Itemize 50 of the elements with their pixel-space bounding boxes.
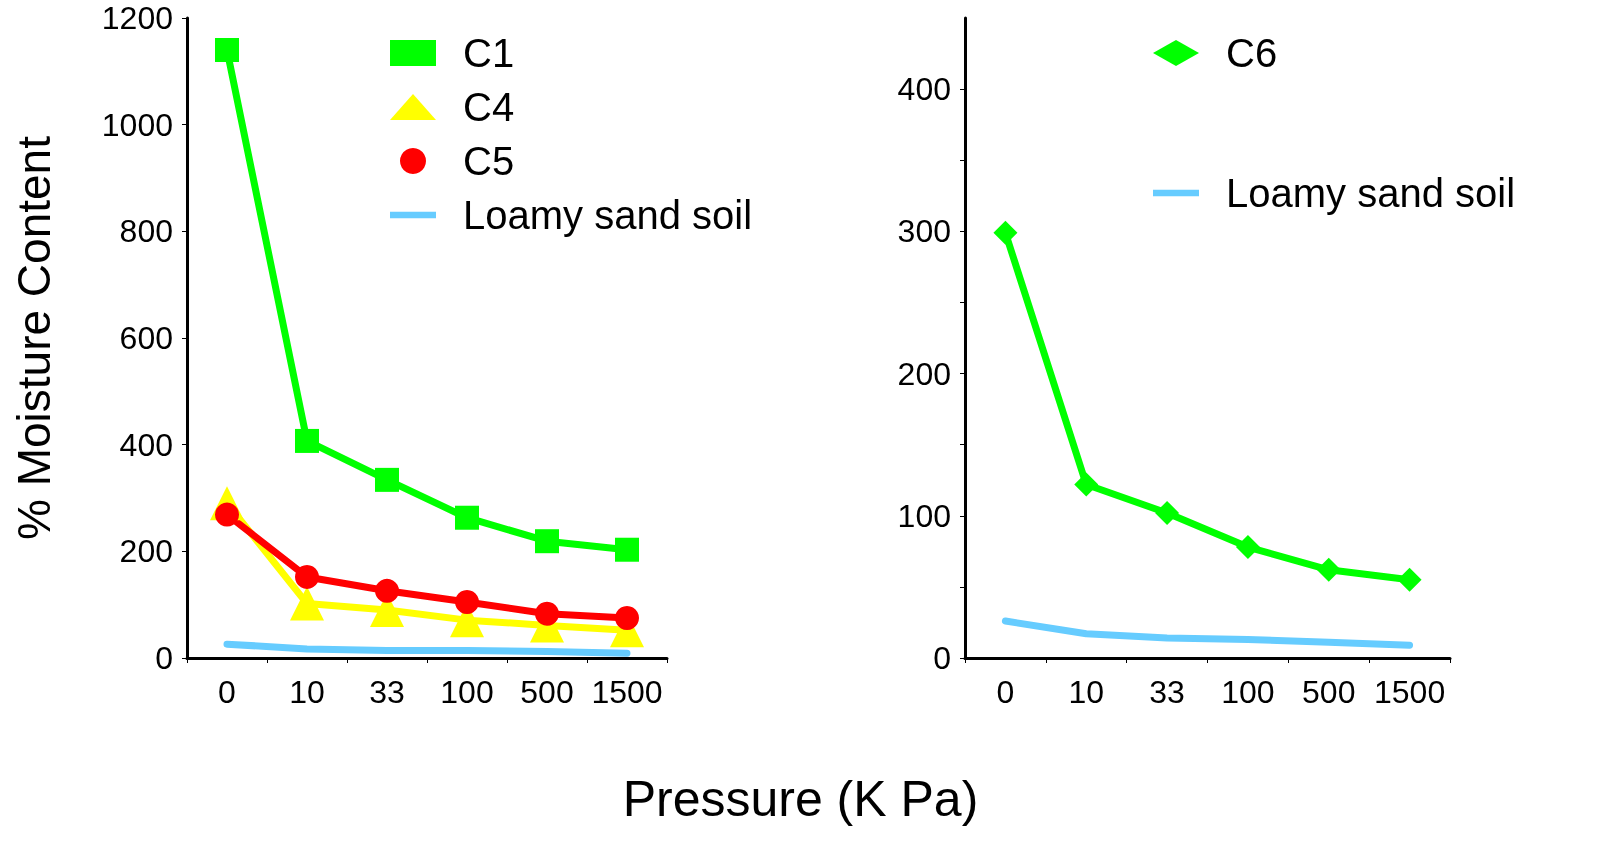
legend-label: C1 (463, 31, 515, 75)
point (455, 505, 479, 530)
legend-label: C5 (463, 139, 515, 183)
point (375, 578, 399, 603)
x-tick-label: 0 (996, 674, 1015, 710)
x-tick-label: 33 (369, 674, 405, 710)
legend-label: C6 (1226, 31, 1278, 75)
x-tick-label: 500 (1302, 674, 1356, 710)
point (1397, 567, 1422, 592)
x-tick-label: 10 (1068, 674, 1105, 710)
legend-label: Loamy sand soil (1226, 171, 1516, 215)
legend-label: C4 (463, 85, 515, 129)
point (1074, 472, 1099, 497)
y-tick-label: 200 (119, 533, 173, 570)
x-tick-label: 500 (520, 674, 574, 710)
point (1235, 535, 1260, 560)
point (1155, 500, 1180, 525)
y-tick-label: 1200 (101, 0, 173, 36)
point (295, 564, 319, 589)
point (290, 586, 324, 621)
y-tick-label: 300 (897, 213, 951, 250)
y-tick-label: 600 (119, 320, 173, 356)
y-tick-label: 0 (155, 640, 173, 676)
point (1316, 557, 1341, 582)
x-tick-label: 1500 (591, 674, 663, 710)
point (295, 428, 319, 453)
y-tick-label: 100 (897, 497, 951, 534)
x-tick-label: 10 (289, 674, 325, 710)
point (535, 529, 559, 554)
legend-label: Loamy sand soil (463, 193, 753, 237)
y-tick-label: 0 (933, 640, 951, 676)
y-tick-label: 400 (897, 71, 951, 108)
point (375, 467, 399, 492)
point (993, 220, 1018, 245)
x-tick-label: 100 (1221, 674, 1275, 710)
point (615, 537, 639, 562)
x-tick-label: 33 (1149, 674, 1185, 710)
y-tick-label: 400 (119, 426, 173, 463)
point (535, 601, 559, 626)
x-tick-label: 0 (218, 674, 236, 710)
x-tick-label: 100 (440, 674, 494, 710)
x-tick-label: 1500 (1373, 674, 1446, 710)
x-axis-title: Pressure (K Pa) (621, 770, 980, 828)
point (455, 590, 479, 614)
y-axis-title: % Moisture Content (8, 135, 60, 540)
y-tick-label: 800 (119, 213, 173, 250)
y-tick-label: 200 (897, 355, 951, 392)
point (215, 38, 239, 62)
y-tick-label: 1000 (101, 106, 173, 143)
point (615, 606, 639, 630)
